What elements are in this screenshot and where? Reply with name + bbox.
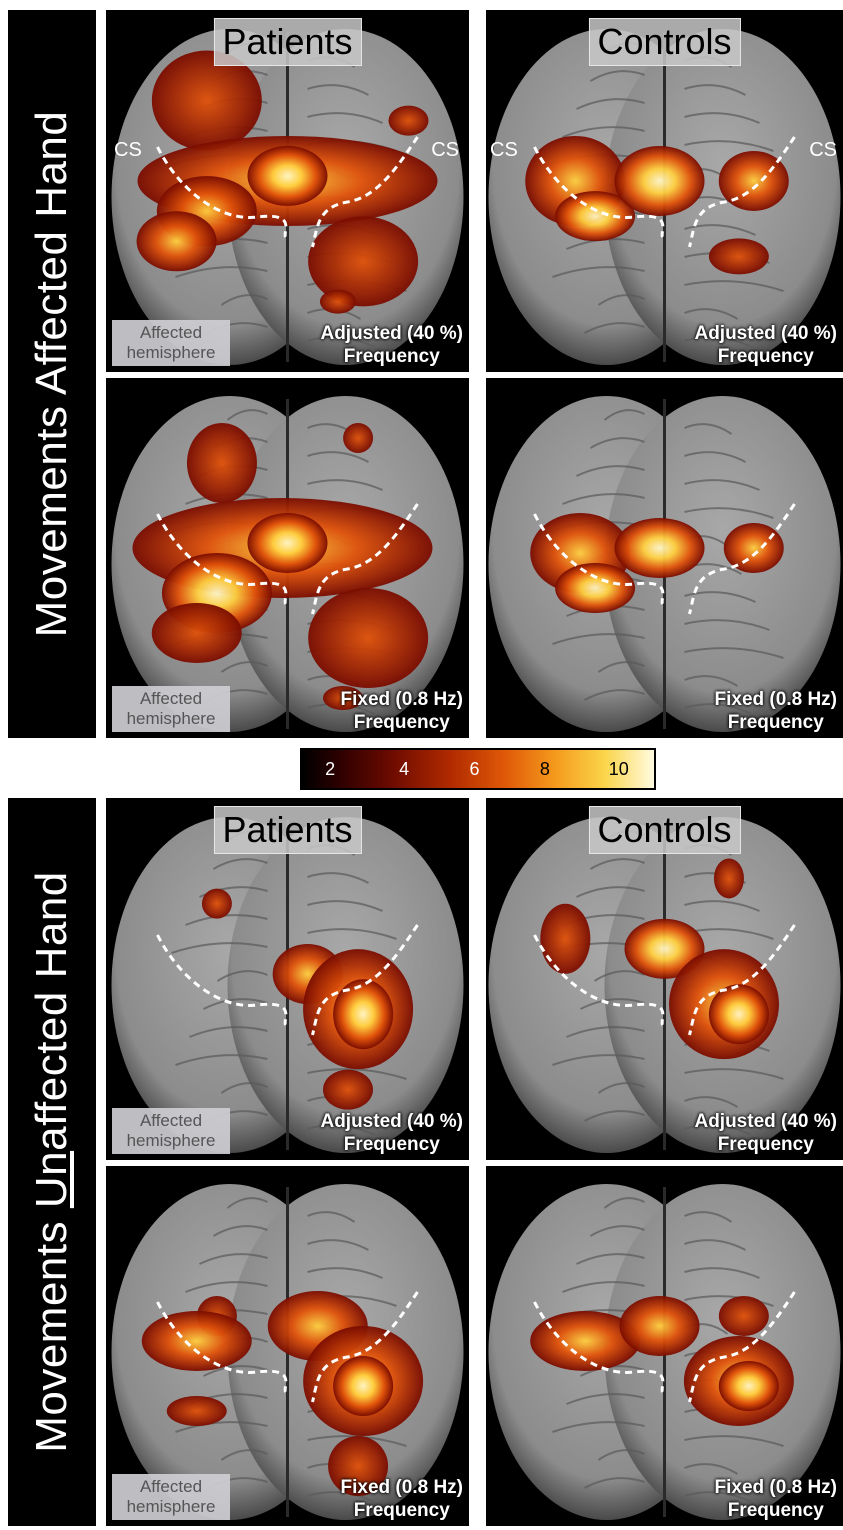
activation-blob xyxy=(540,903,591,974)
central-sulcus-line-right xyxy=(688,136,796,248)
brain-render xyxy=(111,1184,464,1520)
brain-render xyxy=(111,817,464,1153)
central-sulcus-line-left xyxy=(533,513,665,605)
activation-blob xyxy=(186,423,257,503)
activation-blob xyxy=(343,423,374,453)
central-sulcus-line-left xyxy=(533,146,665,238)
central-sulcus-line-left xyxy=(533,1301,665,1393)
central-sulcus-line-right xyxy=(311,136,419,248)
activation-blob xyxy=(718,1296,769,1336)
condition-label-fixed: Fixed (0.8 Hz) Frequency xyxy=(340,689,463,733)
brain-render xyxy=(111,29,464,365)
central-sulcus-line-right xyxy=(688,924,796,1036)
activation-blob xyxy=(308,216,419,307)
colorbar-tick: 8 xyxy=(539,759,550,779)
central-sulcus-line-left xyxy=(156,146,288,238)
activation-blob xyxy=(151,50,262,151)
colorbar-tick: 10 xyxy=(608,759,629,779)
condition-label-adjusted: Adjusted (40 %) Frequency xyxy=(694,1111,837,1155)
brain-render xyxy=(488,1184,841,1520)
activation-blob xyxy=(333,979,394,1050)
activation-blob xyxy=(555,191,636,242)
activation-blob xyxy=(247,145,328,206)
activation-blob xyxy=(308,588,429,688)
panel-patients-affected-adjusted: Patients CS CS Affected hemisphere Adjusted (… xyxy=(106,10,469,372)
activation-blob xyxy=(614,518,705,578)
activation-blob xyxy=(718,150,789,211)
panel-controls-unaffected-adjusted: Controls Adjusted (40 %) Frequency xyxy=(486,798,843,1160)
activation-blob xyxy=(201,888,232,919)
activation-blob xyxy=(141,1311,252,1371)
activation-blob xyxy=(322,686,363,710)
cs-label-left: CS xyxy=(490,139,518,161)
condition-label-fixed: Fixed (0.8 Hz) Frequency xyxy=(714,689,837,733)
brain-render xyxy=(488,29,841,365)
condition-label-adjusted: Adjusted (40 %) Frequency xyxy=(694,323,837,367)
cs-label-left: CS xyxy=(114,139,142,161)
affected-hemisphere-label: Affected hemisphere xyxy=(112,320,230,366)
panel-controls-affected-adjusted: Controls CS CS Adjusted (40 %) Frequency xyxy=(486,10,843,372)
cs-label-right: CS xyxy=(431,139,459,161)
row-label-unaffected-hand: Movements Unaffected Hand xyxy=(8,798,96,1526)
controls-title: Controls xyxy=(588,806,741,854)
central-sulcus-line-left xyxy=(156,934,288,1026)
activation-blob xyxy=(723,523,784,573)
panel-patients-unaffected-adjusted: Patients Affected hemisphere Adjusted (40 %… xyxy=(106,798,469,1160)
activation-blob xyxy=(136,211,217,272)
activation-blob xyxy=(328,1436,389,1496)
central-sulcus-line-right xyxy=(688,1291,796,1403)
row-label-text: Movements xyxy=(27,1208,76,1453)
activation-blob xyxy=(166,1396,227,1426)
controls-title: Controls xyxy=(588,18,741,66)
activation-blob xyxy=(323,1069,373,1110)
colorbar-tick: 2 xyxy=(325,759,336,779)
activation-blob xyxy=(247,513,328,573)
activation-blob xyxy=(388,105,429,136)
row-label-text: Movements xyxy=(27,395,76,638)
row-label-affected-hand: Movements Affected Hand xyxy=(8,10,96,738)
affected-hemisphere-label: Affected hemisphere xyxy=(112,1474,230,1520)
activation-blob xyxy=(619,1296,700,1356)
condition-label-adjusted: Adjusted (40 %) Frequency xyxy=(320,323,463,367)
activation-blob xyxy=(718,1361,779,1411)
colorbar-tick: 6 xyxy=(469,759,480,779)
central-sulcus-line-left xyxy=(533,934,665,1026)
activation-blob xyxy=(530,1311,641,1371)
panel-controls-affected-fixed: Fixed (0.8 Hz) Frequency xyxy=(486,378,843,738)
activation-blob xyxy=(713,858,744,899)
affected-hemisphere-label: Affected hemisphere xyxy=(112,1108,230,1154)
colorbar: 2 4 6 8 10 xyxy=(300,748,656,790)
cs-label-right: CS xyxy=(809,139,837,161)
condition-label-fixed: Fixed (0.8 Hz) Frequency xyxy=(714,1477,837,1521)
central-sulcus-line-right xyxy=(311,1291,419,1403)
brain-render xyxy=(488,817,841,1153)
patients-title: Patients xyxy=(213,18,362,66)
central-sulcus-line-right xyxy=(688,503,796,615)
central-sulcus-line-right xyxy=(311,503,419,615)
activation-blob xyxy=(555,563,636,613)
row-label-underlined: Un xyxy=(27,1150,76,1209)
affected-hemisphere-label: Affected hemisphere xyxy=(112,686,230,732)
colorbar-tick: 4 xyxy=(399,759,410,779)
central-sulcus-line-left xyxy=(156,1301,288,1393)
activation-blob xyxy=(151,603,242,663)
central-sulcus-line-right xyxy=(311,924,419,1036)
activation-blob xyxy=(708,238,769,275)
central-sulcus-line-left xyxy=(156,513,288,605)
condition-label-adjusted: Adjusted (40 %) Frequency xyxy=(320,1111,463,1155)
panel-controls-unaffected-fixed: Fixed (0.8 Hz) Frequency xyxy=(486,1166,843,1526)
activation-blob xyxy=(614,145,705,216)
activation-blob xyxy=(708,984,769,1045)
brain-render xyxy=(488,396,841,732)
brain-render xyxy=(111,396,464,732)
panel-patients-affected-fixed: Affected hemisphere Fixed (0.8 Hz) Frequenc… xyxy=(106,378,469,738)
condition-label-fixed: Fixed (0.8 Hz) Frequency xyxy=(340,1477,463,1521)
panel-patients-unaffected-fixed: Affected hemisphere Fixed (0.8 Hz) Frequenc… xyxy=(106,1166,469,1526)
activation-blob xyxy=(333,1356,394,1416)
activation-blob xyxy=(624,918,705,979)
patients-title: Patients xyxy=(213,806,362,854)
activation-blob xyxy=(319,289,356,314)
